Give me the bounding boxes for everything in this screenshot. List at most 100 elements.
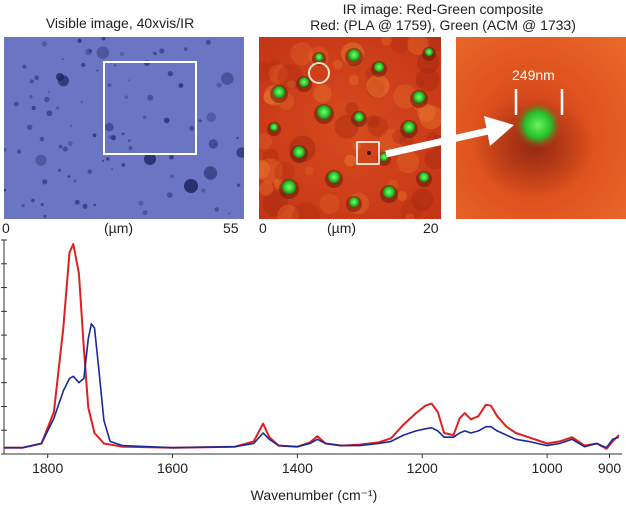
particle [167, 71, 173, 77]
particle [142, 210, 148, 216]
particle [101, 159, 104, 162]
ir-mottle [366, 114, 380, 129]
zoom-arrow [385, 127, 489, 158]
particle [201, 188, 206, 193]
particle [183, 47, 188, 51]
particle [92, 133, 97, 138]
particle [88, 49, 92, 53]
particle [163, 117, 170, 124]
acm-particle [293, 146, 305, 158]
ir-mottle [304, 166, 314, 176]
ir-mottle [424, 149, 441, 170]
particle [138, 200, 144, 206]
ir-mottle [397, 191, 408, 201]
x-tick-label: 1400 [282, 460, 313, 476]
acm-particle [403, 121, 415, 133]
particle [208, 139, 219, 149]
particle [205, 39, 211, 45]
particle [101, 37, 106, 41]
particle [22, 64, 27, 69]
ir-mottle [348, 75, 360, 86]
particle [31, 198, 35, 203]
x-tick-label: 1000 [532, 460, 563, 476]
particle [29, 79, 34, 84]
acm-particle [380, 153, 388, 161]
ir-axis-unit: (µm) [327, 220, 357, 236]
ir-mottle [319, 193, 340, 214]
visible-image-title: Visible image, 40xvis/IR [45, 15, 195, 31]
acm-particle [282, 180, 296, 194]
particle [43, 214, 47, 218]
visible-image-panel [4, 37, 244, 219]
ir-axis-min: 0 [259, 220, 267, 236]
particle [236, 136, 239, 140]
particle [142, 115, 147, 120]
acm-particle [348, 49, 360, 61]
particle [80, 101, 83, 104]
ir-mottle [262, 190, 289, 217]
particle [167, 192, 173, 198]
particle [144, 153, 156, 165]
particle [96, 69, 99, 72]
particle [47, 91, 50, 94]
particle [46, 110, 53, 117]
particle [127, 79, 130, 82]
particle [58, 144, 63, 149]
ir-spectrum-chart: 1800 1600 1400 1200 1000 900 Wavenumber (cm⁻¹… [1, 239, 622, 503]
ir-mottle [381, 37, 392, 46]
ir-mottle [259, 62, 274, 82]
visible-axis-max: 55 [223, 220, 239, 236]
particle [127, 139, 131, 143]
ir-mottle [313, 84, 332, 103]
particle [189, 125, 195, 131]
particle [74, 199, 80, 205]
acm-particle [315, 53, 323, 61]
particle [121, 163, 126, 167]
acm-particle [273, 86, 285, 98]
particle [206, 112, 217, 123]
particle [228, 212, 231, 215]
ir-mottle [274, 161, 296, 183]
particle [67, 175, 71, 178]
acm-particle [425, 48, 433, 56]
particle [128, 146, 133, 151]
series-red-line [4, 243, 620, 450]
acm-particle [354, 112, 364, 122]
particle [39, 136, 45, 142]
ir-mottle [270, 58, 280, 69]
particle [170, 174, 175, 179]
visible-axis-unit: (µm) [104, 220, 134, 236]
particle [77, 38, 82, 43]
particle [221, 72, 234, 85]
particle [236, 147, 244, 158]
x-tick-label: 900 [598, 460, 622, 476]
particle [107, 83, 112, 87]
particle [82, 203, 88, 209]
particle [85, 48, 92, 56]
particle [153, 52, 157, 56]
particle [87, 169, 93, 174]
particle [121, 132, 125, 136]
particle [4, 147, 7, 152]
particle [27, 124, 33, 130]
particle [169, 154, 174, 160]
scale-bar-label: 249nm [512, 67, 555, 83]
x-tick-label: 1600 [157, 460, 188, 476]
visible-selection-box [103, 61, 197, 155]
visible-image [4, 37, 244, 219]
ir-mottle [405, 213, 415, 219]
particle [16, 149, 22, 154]
ir-mottle [411, 188, 434, 211]
ir-mottle [332, 59, 343, 70]
particle [40, 202, 44, 207]
x-tick-label: 1200 [407, 460, 438, 476]
particle [114, 64, 117, 67]
particle [4, 188, 6, 192]
ir-mottle [259, 160, 270, 179]
ir-mottle [396, 150, 420, 174]
particle [119, 51, 125, 57]
ir-mottle [259, 133, 273, 150]
particle [34, 75, 39, 80]
particle [159, 48, 165, 54]
particle [42, 179, 48, 185]
